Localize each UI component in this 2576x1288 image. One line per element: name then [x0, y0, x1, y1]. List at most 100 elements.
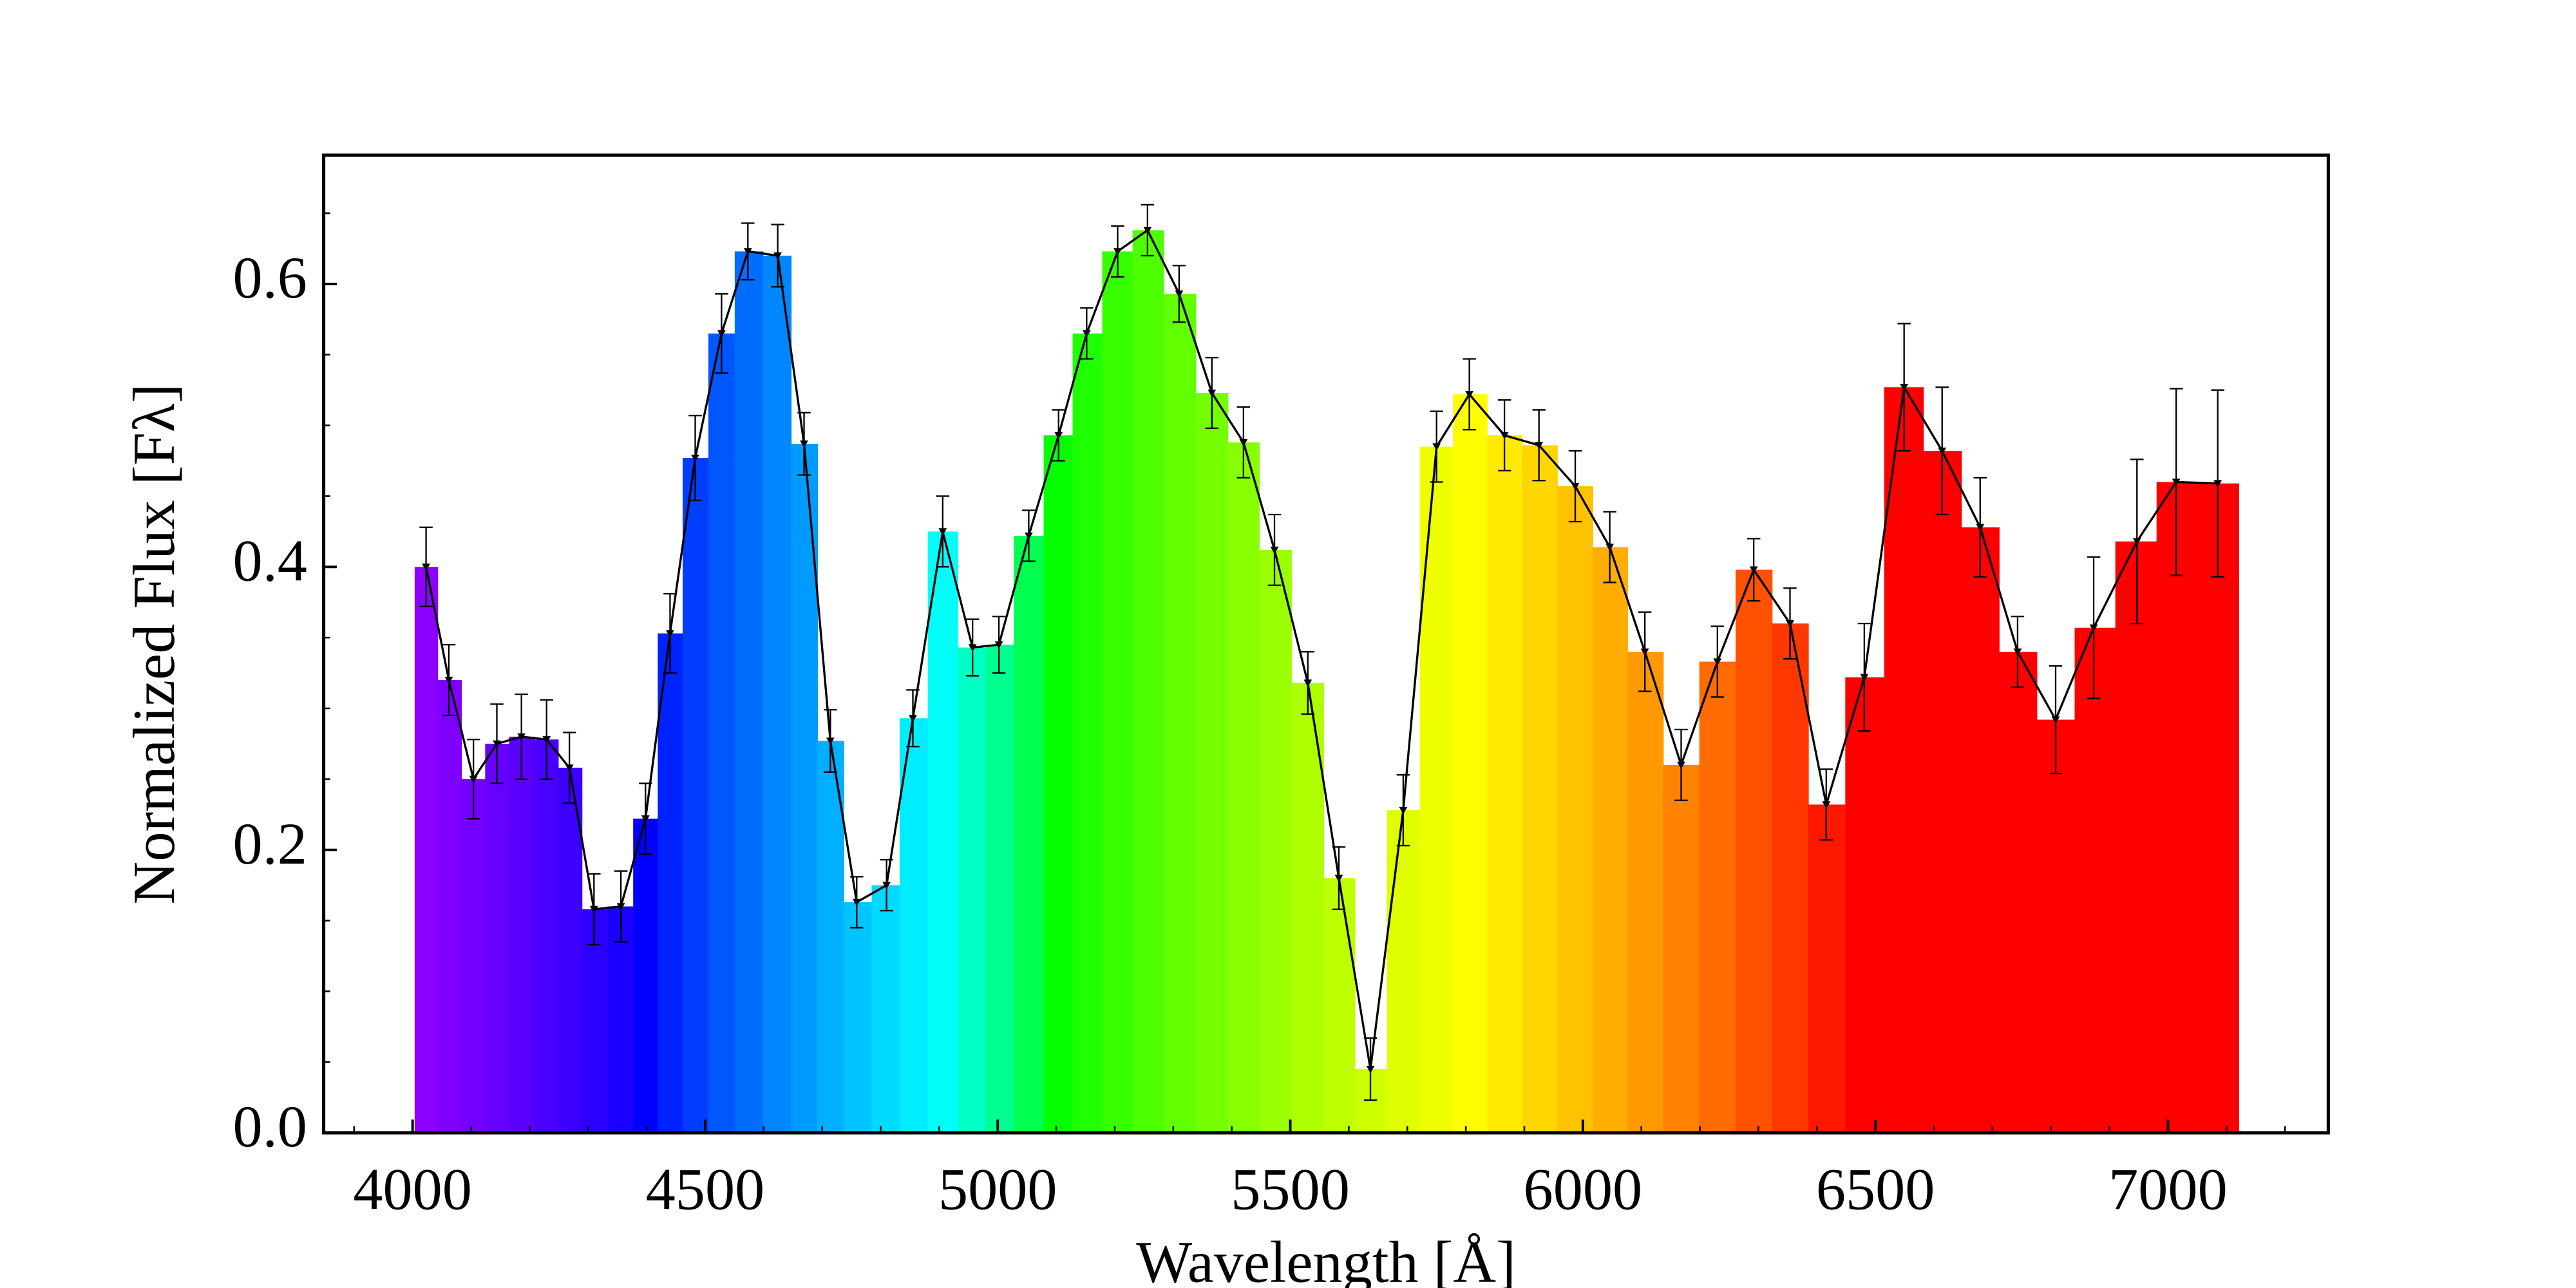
bar	[762, 255, 792, 1133]
x-axis-label: Wavelength [Å]	[1136, 1229, 1516, 1288]
marker	[666, 630, 674, 638]
marker	[1175, 290, 1184, 298]
bar	[414, 567, 439, 1133]
marker	[1270, 546, 1279, 554]
marker	[2132, 538, 2141, 546]
bar	[871, 885, 901, 1133]
marker	[909, 715, 917, 723]
marker	[1366, 1065, 1375, 1074]
bar	[1923, 451, 1962, 1133]
marker	[1208, 389, 1217, 397]
bar	[1961, 527, 2000, 1133]
bar	[1163, 294, 1197, 1133]
bar	[658, 633, 684, 1133]
y-tick-label: 0.2	[233, 811, 307, 876]
bar	[2115, 541, 2157, 1133]
bar	[1227, 442, 1260, 1133]
x-tick-label: 5000	[938, 1157, 1057, 1222]
marker	[2172, 478, 2181, 486]
bar	[900, 718, 929, 1133]
bar	[708, 333, 735, 1133]
flux-line	[424, 228, 2218, 1070]
bar	[461, 779, 486, 1133]
bar	[1772, 623, 1809, 1133]
bar	[2156, 482, 2198, 1133]
bar	[1387, 810, 1421, 1133]
marker	[542, 736, 551, 744]
marker	[1749, 566, 1758, 574]
marker	[882, 882, 891, 889]
marker	[1334, 875, 1343, 882]
x-tick-label: 4500	[646, 1157, 765, 1222]
bar	[1453, 394, 1488, 1133]
bar	[958, 647, 987, 1133]
marker	[616, 903, 625, 911]
marker	[422, 564, 430, 571]
bar	[817, 741, 844, 1133]
bar	[1808, 804, 1846, 1133]
x-tick-label: 6500	[1816, 1157, 1935, 1222]
marker	[1303, 679, 1312, 687]
marker	[469, 775, 478, 784]
marker	[1399, 806, 1408, 815]
bar	[1663, 764, 1700, 1133]
marker	[1082, 330, 1091, 338]
bar	[1072, 333, 1103, 1133]
bar	[734, 251, 764, 1133]
bar	[1258, 549, 1292, 1133]
bar	[1521, 445, 1558, 1133]
y-tick-label: 0.4	[233, 527, 307, 593]
bar	[1323, 878, 1356, 1133]
bar	[1102, 251, 1133, 1133]
bar	[582, 909, 609, 1133]
marker	[565, 764, 574, 772]
marker	[1535, 442, 1544, 450]
marker	[717, 330, 726, 338]
marker	[1025, 532, 1033, 540]
bar	[1195, 393, 1229, 1133]
bar	[1419, 446, 1454, 1133]
marker	[1143, 227, 1152, 234]
marker	[1113, 248, 1122, 256]
marker	[1239, 439, 1248, 447]
marker	[1500, 431, 1509, 440]
marker	[1976, 524, 1985, 532]
marker	[852, 898, 861, 907]
marker	[493, 740, 501, 748]
x-tick-label: 4000	[353, 1157, 472, 1222]
marker	[1713, 658, 1722, 666]
marker	[2089, 624, 2098, 632]
marker	[641, 815, 650, 823]
bar	[534, 739, 559, 1133]
bar	[682, 458, 709, 1133]
bar	[1043, 435, 1074, 1133]
bar	[437, 680, 462, 1133]
marker	[589, 905, 598, 914]
bar	[1291, 683, 1324, 1133]
marker	[1786, 620, 1794, 628]
bar	[1014, 535, 1045, 1133]
bar	[509, 736, 535, 1133]
y-tick-label: 0.0	[233, 1094, 307, 1159]
bar	[485, 743, 510, 1133]
x-tick-label: 5500	[1231, 1157, 1350, 1222]
bar	[633, 819, 659, 1133]
marker	[1640, 648, 1649, 656]
x-tick-label: 7000	[2108, 1157, 2228, 1222]
bar	[2197, 483, 2239, 1133]
bar	[843, 902, 873, 1133]
bar	[1627, 652, 1664, 1133]
bar	[1884, 387, 1924, 1133]
marker	[743, 248, 752, 256]
marker	[2051, 716, 2060, 724]
marker	[444, 676, 453, 685]
marker	[1432, 443, 1441, 451]
bar	[1735, 569, 1773, 1133]
marker	[1571, 482, 1580, 491]
bar	[927, 531, 959, 1133]
marker	[2013, 648, 2022, 656]
marker	[1938, 448, 1947, 455]
marker	[2213, 480, 2222, 488]
plot-frame	[322, 153, 2330, 1135]
marker	[517, 733, 526, 741]
